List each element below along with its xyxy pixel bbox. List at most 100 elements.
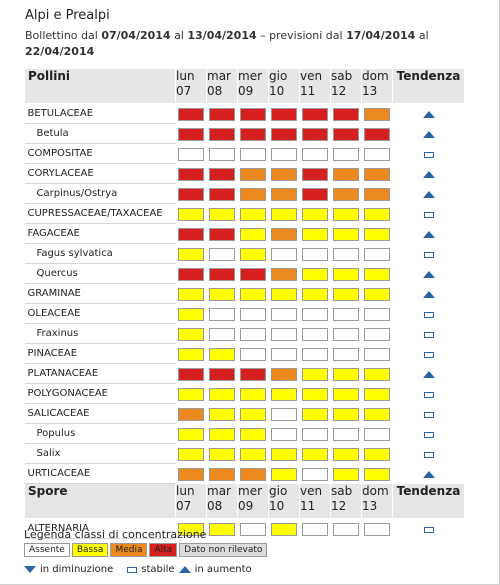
- concentration-swatch: [333, 248, 359, 261]
- concentration-swatch: [364, 228, 390, 241]
- forecast-mid: al: [415, 29, 429, 42]
- concentration-cell: [176, 244, 207, 264]
- concentration-cell: [176, 144, 207, 164]
- concentration-cell: [207, 164, 238, 184]
- concentration-cell: [362, 244, 393, 264]
- table-row: ALTERNARIA: [24, 518, 465, 539]
- day-of-week: mar: [207, 69, 231, 83]
- concentration-swatch: [240, 288, 266, 301]
- concentration-cell: [176, 444, 207, 464]
- concentration-cell: [207, 184, 238, 204]
- concentration-swatch: [333, 288, 359, 301]
- concentration-swatch: [364, 288, 390, 301]
- day-number: 12: [331, 84, 347, 98]
- concentration-swatch: [178, 467, 204, 481]
- concentration-cell: [176, 519, 207, 539]
- concentration-cell: [176, 104, 207, 124]
- concentration-cell: [269, 384, 300, 404]
- concentration-cell: [331, 144, 362, 164]
- concentration-swatch: [240, 188, 266, 201]
- concentration-cell: [362, 444, 393, 464]
- concentration-swatch: [209, 268, 235, 281]
- concentration-swatch: [240, 168, 266, 181]
- concentration-swatch: [178, 408, 204, 421]
- trend-cell: [393, 384, 465, 404]
- concentration-swatch: [209, 128, 235, 141]
- concentration-cell: [207, 264, 238, 284]
- concentration-cell: [238, 519, 269, 539]
- trend-stable-icon: [423, 411, 434, 418]
- day-of-week: gio: [269, 484, 288, 498]
- concentration-cell: [176, 124, 207, 144]
- concentration-swatch: [364, 467, 390, 481]
- day-header: sab 12: [330, 483, 362, 519]
- concentration-swatch: [209, 428, 235, 441]
- legend-item: Alta: [149, 543, 178, 557]
- concentration-cell: [238, 424, 269, 444]
- day-of-week: sab: [331, 484, 353, 498]
- concentration-swatch: [302, 428, 328, 441]
- family-name: CORYLACEAE: [24, 163, 176, 184]
- concentration-swatch: [271, 523, 297, 537]
- trend-column-header: Tendenza: [392, 68, 465, 104]
- trend-up-icon: [422, 191, 435, 198]
- concentration-cell: [300, 384, 331, 404]
- concentration-cell: [269, 464, 300, 484]
- day-header: dom 13: [361, 483, 393, 519]
- concentration-cell: [362, 424, 393, 444]
- day-of-week: dom: [362, 69, 389, 83]
- bulletin-prefix: Bollettino dal: [25, 29, 102, 42]
- concentration-swatch: [333, 448, 359, 461]
- table-row: OLEACEAE: [24, 303, 465, 324]
- concentration-cell: [238, 404, 269, 424]
- concentration-cell: [207, 244, 238, 264]
- concentration-swatch: [302, 208, 328, 221]
- table-row: Quercus: [24, 263, 465, 284]
- concentration-swatch: [271, 388, 297, 401]
- forecast-end-date: 22/04/2014: [25, 45, 95, 58]
- concentration-swatch: [178, 368, 204, 381]
- concentration-swatch: [240, 368, 266, 381]
- concentration-swatch: [178, 288, 204, 301]
- concentration-cell: [269, 204, 300, 224]
- concentration-swatch: [302, 467, 328, 481]
- concentration-swatch: [240, 208, 266, 221]
- trend-cell: [393, 404, 465, 424]
- concentration-cell: [269, 264, 300, 284]
- table-row: BETULACEAE: [24, 103, 465, 124]
- concentration-cell: [207, 344, 238, 364]
- day-of-week: mer: [238, 69, 263, 83]
- concentration-swatch: [240, 108, 266, 122]
- trend-cell: [393, 144, 465, 164]
- concentration-cell: [331, 364, 362, 384]
- concentration-swatch: [240, 328, 266, 341]
- concentration-swatch: [271, 308, 297, 321]
- species-name: Carpinus/Ostrya: [24, 183, 176, 204]
- trend-up-label: in aumento: [194, 564, 252, 575]
- concentration-cell: [300, 244, 331, 264]
- day-of-week: mar: [207, 484, 231, 498]
- concentration-swatch: [302, 388, 328, 401]
- table-row: Populus: [24, 423, 465, 444]
- concentration-swatch: [364, 308, 390, 321]
- trend-cell: [393, 244, 465, 264]
- species-name: Fagus sylvatica: [24, 243, 176, 264]
- trend-down-label: in diminuzione: [40, 564, 114, 575]
- concentration-cell: [176, 424, 207, 444]
- concentration-swatch: [178, 188, 204, 201]
- concentration-swatch: [333, 428, 359, 441]
- concentration-cell: [362, 324, 393, 344]
- concentration-cell: [331, 164, 362, 184]
- concentration-swatch: [240, 308, 266, 321]
- trend-up-icon: [422, 291, 435, 298]
- trend-cell: [393, 204, 465, 224]
- concentration-cell: [300, 104, 331, 124]
- trend-cell: [393, 519, 465, 539]
- concentration-swatch: [302, 408, 328, 421]
- concentration-swatch: [209, 108, 235, 122]
- day-header: ven 11: [299, 68, 331, 104]
- concentration-swatch: [333, 208, 359, 221]
- concentration-cell: [207, 384, 238, 404]
- concentration-swatch: [178, 348, 204, 361]
- trend-stable-label: stabile: [141, 564, 175, 575]
